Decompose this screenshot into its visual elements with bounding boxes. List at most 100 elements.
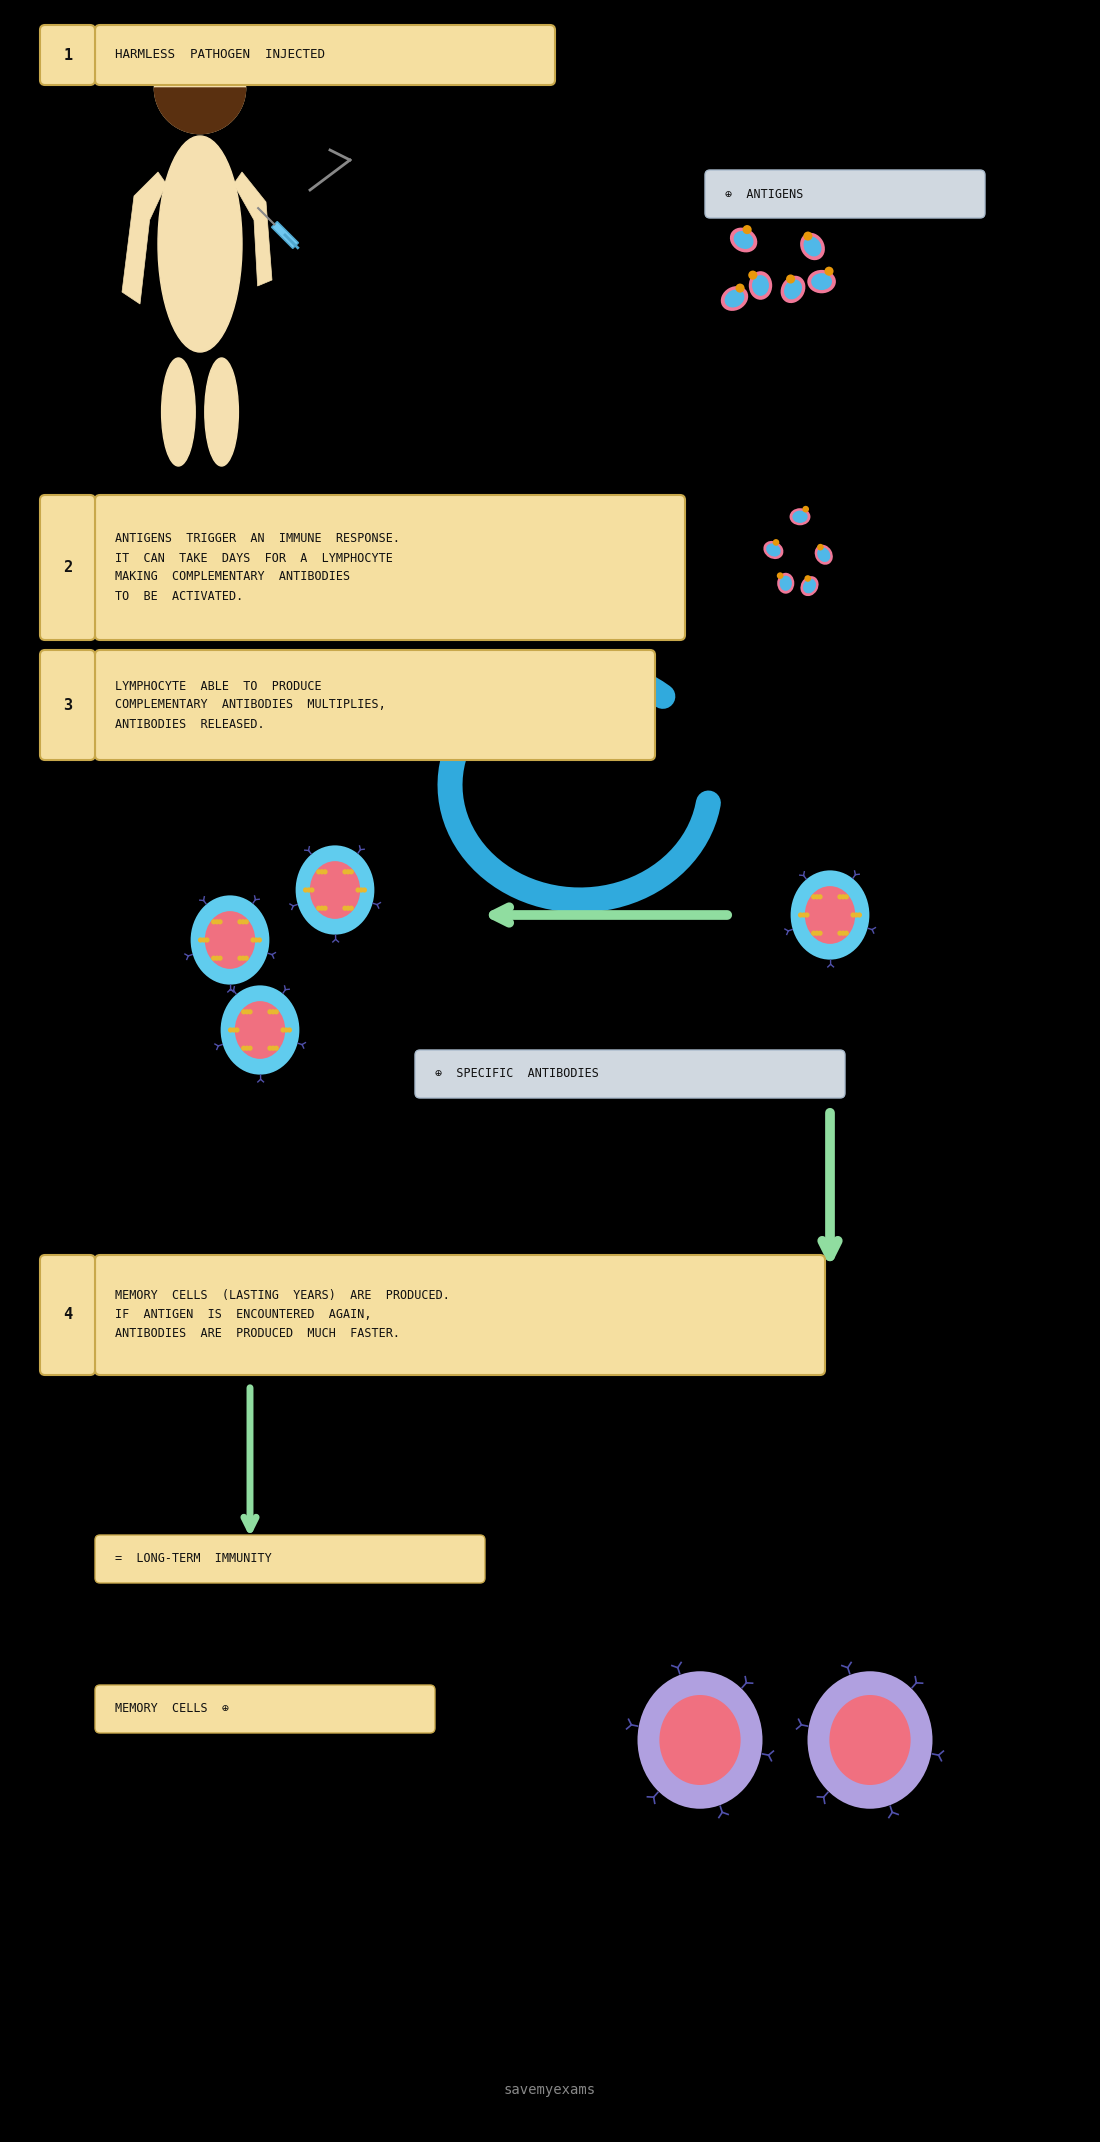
Ellipse shape (801, 576, 818, 595)
Circle shape (154, 43, 245, 133)
Circle shape (349, 906, 354, 910)
Ellipse shape (720, 287, 748, 311)
Circle shape (228, 1028, 233, 1032)
FancyBboxPatch shape (95, 26, 556, 86)
Circle shape (840, 893, 846, 900)
Circle shape (783, 180, 792, 188)
Ellipse shape (803, 236, 822, 257)
Circle shape (742, 225, 751, 233)
Circle shape (854, 912, 859, 917)
Circle shape (248, 1045, 253, 1052)
Circle shape (772, 540, 779, 546)
Circle shape (748, 270, 757, 281)
FancyBboxPatch shape (40, 649, 95, 760)
Circle shape (205, 938, 209, 942)
Ellipse shape (730, 227, 757, 253)
Circle shape (241, 919, 245, 925)
Circle shape (803, 231, 813, 240)
Ellipse shape (162, 358, 195, 467)
Text: LYMPHOCYTE  ABLE  TO  PRODUCE
COMPLEMENTARY  ANTIBODIES  MULTIPLIES,
ANTIBODIES : LYMPHOCYTE ABLE TO PRODUCE COMPLEMENTARY… (116, 679, 386, 730)
Circle shape (316, 870, 321, 874)
Circle shape (267, 1009, 273, 1015)
Ellipse shape (829, 1694, 911, 1784)
Text: savemyexams: savemyexams (504, 2082, 596, 2097)
FancyBboxPatch shape (95, 1536, 485, 1583)
FancyBboxPatch shape (415, 1050, 845, 1099)
Ellipse shape (784, 278, 802, 300)
Circle shape (302, 887, 308, 893)
Wedge shape (154, 88, 245, 133)
Circle shape (238, 919, 243, 925)
Ellipse shape (659, 1694, 740, 1784)
Circle shape (355, 887, 361, 893)
Ellipse shape (815, 544, 833, 565)
Ellipse shape (807, 270, 836, 293)
Circle shape (825, 266, 834, 276)
Circle shape (214, 955, 220, 962)
Circle shape (287, 1028, 292, 1032)
Ellipse shape (205, 910, 255, 968)
Text: =  LONG-TERM  IMMUNITY: = LONG-TERM IMMUNITY (116, 1553, 272, 1566)
Circle shape (254, 938, 258, 942)
Ellipse shape (800, 233, 825, 259)
Circle shape (218, 955, 222, 962)
Polygon shape (233, 171, 272, 287)
Circle shape (345, 906, 351, 910)
Circle shape (274, 1045, 279, 1052)
Circle shape (214, 919, 220, 925)
Ellipse shape (234, 1000, 285, 1058)
Ellipse shape (766, 544, 781, 557)
Ellipse shape (205, 358, 239, 467)
Circle shape (241, 955, 245, 962)
Ellipse shape (221, 985, 299, 1075)
Circle shape (267, 1045, 273, 1052)
Circle shape (814, 893, 820, 900)
Circle shape (319, 870, 324, 874)
Ellipse shape (752, 274, 769, 296)
Ellipse shape (766, 182, 794, 206)
Circle shape (342, 870, 348, 874)
Text: 3: 3 (64, 698, 73, 713)
Circle shape (736, 283, 745, 293)
FancyBboxPatch shape (40, 26, 95, 86)
Ellipse shape (190, 895, 270, 985)
Circle shape (850, 912, 856, 917)
Circle shape (359, 887, 364, 893)
Circle shape (319, 906, 324, 910)
Circle shape (271, 1009, 276, 1015)
FancyBboxPatch shape (705, 169, 984, 218)
Circle shape (234, 1028, 240, 1032)
Ellipse shape (807, 1671, 933, 1808)
Text: ANTIGENS  TRIGGER  AN  IMMUNE  RESPONSE.
IT  CAN  TAKE  DAYS  FOR  A  LYMPHOCYTE: ANTIGENS TRIGGER AN IMMUNE RESPONSE. IT … (116, 533, 400, 602)
Ellipse shape (791, 870, 869, 960)
FancyBboxPatch shape (95, 495, 685, 640)
Ellipse shape (763, 542, 783, 559)
Text: 4: 4 (64, 1307, 73, 1322)
Ellipse shape (770, 186, 791, 203)
Circle shape (322, 906, 328, 910)
Text: ⊕  SPECIFIC  ANTIBODIES: ⊕ SPECIFIC ANTIBODIES (434, 1067, 598, 1080)
Circle shape (241, 1045, 246, 1052)
Circle shape (817, 930, 823, 936)
Circle shape (817, 544, 824, 550)
Circle shape (243, 919, 249, 925)
Ellipse shape (734, 231, 754, 248)
Ellipse shape (310, 861, 360, 919)
Circle shape (244, 1009, 250, 1015)
Circle shape (316, 906, 321, 910)
Circle shape (798, 912, 803, 917)
Circle shape (342, 906, 348, 910)
Circle shape (306, 887, 311, 893)
Circle shape (241, 1009, 246, 1015)
Circle shape (802, 506, 808, 512)
Circle shape (844, 893, 849, 900)
Circle shape (201, 938, 207, 942)
Circle shape (804, 576, 811, 583)
Circle shape (244, 1045, 250, 1052)
Circle shape (231, 1028, 236, 1032)
Text: 1: 1 (64, 47, 73, 62)
Circle shape (844, 930, 849, 936)
Polygon shape (272, 221, 298, 248)
Circle shape (817, 893, 823, 900)
Text: MEMORY  CELLS  (LASTING  YEARS)  ARE  PRODUCED.
IF  ANTIGEN  IS  ENCOUNTERED  AG: MEMORY CELLS (LASTING YEARS) ARE PRODUCE… (116, 1289, 450, 1341)
